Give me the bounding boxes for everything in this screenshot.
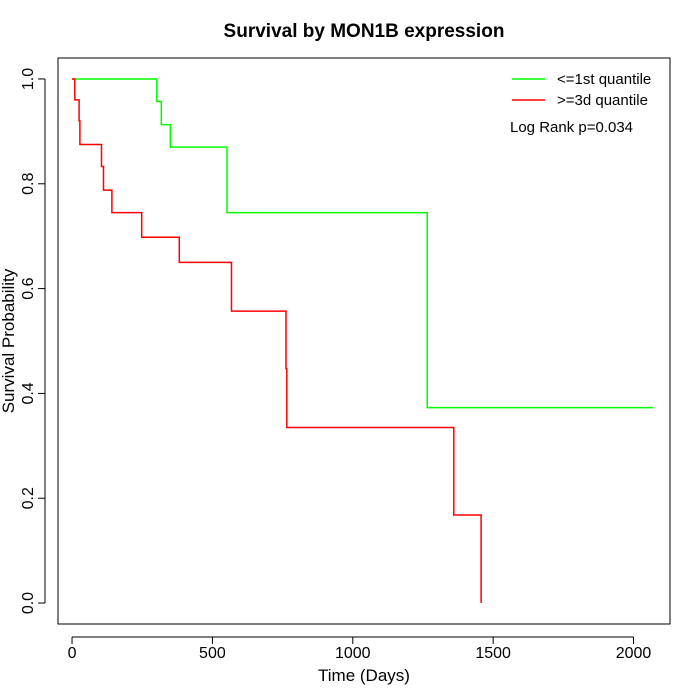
- x-tick-label: 2000: [616, 645, 652, 662]
- x-tick-label: 1000: [335, 645, 371, 662]
- y-axis: 0.0 0.2 0.4 0.6 0.8 1.0: [20, 68, 46, 614]
- legend-label: >=3d quantile: [557, 92, 648, 109]
- chart-title: Survival by MON1B expression: [224, 21, 505, 42]
- y-tick-label: 1.0: [20, 68, 37, 90]
- y-tick-label: 0.8: [20, 173, 37, 195]
- x-tick-label: 0: [68, 645, 77, 662]
- y-tick-label: 0.0: [20, 592, 37, 614]
- y-axis-label: Survival Probability: [0, 268, 18, 413]
- y-tick-label: 0.2: [20, 487, 37, 509]
- survival-curve-series-1: [72, 78, 654, 409]
- log-rank-annotation: Log Rank p=0.034: [510, 119, 633, 136]
- x-tick-label: 1500: [475, 645, 511, 662]
- x-axis: 0 500 1000 1500 2000: [68, 636, 652, 662]
- x-axis-label: Time (Days): [318, 666, 410, 685]
- series-layer: [72, 78, 654, 603]
- y-tick-label: 0.6: [20, 277, 37, 299]
- y-tick-label: 0.4: [20, 382, 37, 404]
- survival-curve-series-2: [72, 78, 482, 603]
- x-tick-label: 500: [199, 645, 226, 662]
- legend: <=1st quantile >=3d quantile: [512, 71, 651, 109]
- legend-label: <=1st quantile: [557, 71, 651, 88]
- plot-area-frame: [57, 57, 671, 625]
